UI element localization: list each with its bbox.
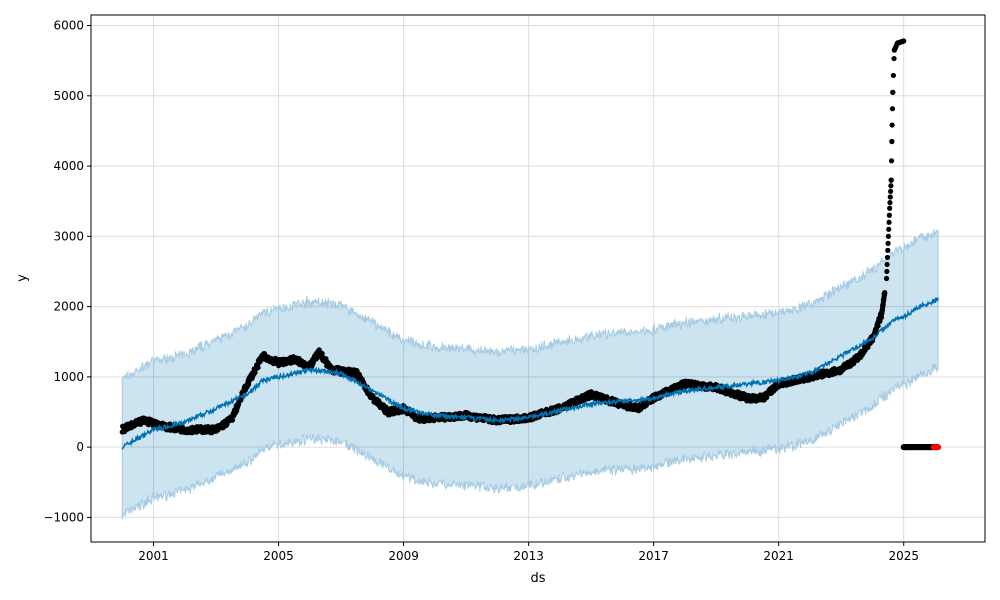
uncertainty-band xyxy=(121,228,939,520)
future-point xyxy=(935,444,942,451)
x-tick-label: 2025 xyxy=(888,549,919,563)
y-tick-label: 2000 xyxy=(53,300,84,314)
grid xyxy=(91,15,985,542)
actual-point xyxy=(886,212,892,218)
actual-point xyxy=(883,275,890,282)
y-tick-label: 1000 xyxy=(53,370,84,384)
actual-point xyxy=(882,289,888,296)
forecast-line xyxy=(121,297,939,450)
actual-point xyxy=(865,344,871,350)
actual-point xyxy=(901,38,907,44)
actual-point xyxy=(885,233,892,239)
yhat-line xyxy=(121,297,939,450)
actual-point xyxy=(884,261,890,268)
y-axis-label: y xyxy=(15,274,30,282)
actual-point xyxy=(888,183,894,189)
x-tick-label: 2017 xyxy=(638,549,669,563)
actual-point xyxy=(875,323,881,329)
x-tick-label: 2005 xyxy=(263,549,294,563)
actual-point xyxy=(887,205,893,211)
y-tick-label: 0 xyxy=(76,440,84,454)
x-tick-label: 2009 xyxy=(388,549,419,563)
y-tick-label: −1000 xyxy=(43,510,84,524)
actual-point xyxy=(885,240,891,246)
x-tick-label: 2021 xyxy=(763,549,794,563)
x-tick-label: 2001 xyxy=(138,549,169,563)
uncertainty-area xyxy=(121,228,939,520)
actual-point xyxy=(878,314,885,320)
actual-point xyxy=(888,158,895,164)
actual-point xyxy=(888,177,894,183)
x-tick-label: 2013 xyxy=(513,549,544,563)
actual-point xyxy=(889,106,896,112)
y-tick-label: 3000 xyxy=(53,229,84,243)
x-axis-label: ds xyxy=(530,571,545,586)
actual-point xyxy=(319,350,325,357)
actual-point xyxy=(886,219,892,225)
actual-point xyxy=(890,72,897,79)
actual-point xyxy=(887,200,893,206)
actual-point xyxy=(886,226,892,232)
actual-point xyxy=(887,188,894,194)
actual-point xyxy=(884,268,890,275)
axis-ticks: 2001 2005 2009 2013 2017 2021 2025 −1000 0 1000 20… xyxy=(43,19,919,563)
actual-point xyxy=(255,364,261,371)
plot-frame xyxy=(90,14,986,543)
y-tick-label: 5000 xyxy=(53,89,84,103)
actual-point xyxy=(889,138,895,145)
actual-point xyxy=(313,355,320,362)
y-tick-label: 6000 xyxy=(53,19,84,33)
actual-point xyxy=(884,254,891,261)
actual-point xyxy=(891,55,897,62)
actual-point xyxy=(890,89,896,95)
actual-point xyxy=(889,122,895,128)
actual-point xyxy=(885,247,891,253)
actual-point xyxy=(229,417,236,423)
y-tick-label: 4000 xyxy=(53,159,84,173)
actual-point xyxy=(887,194,893,200)
